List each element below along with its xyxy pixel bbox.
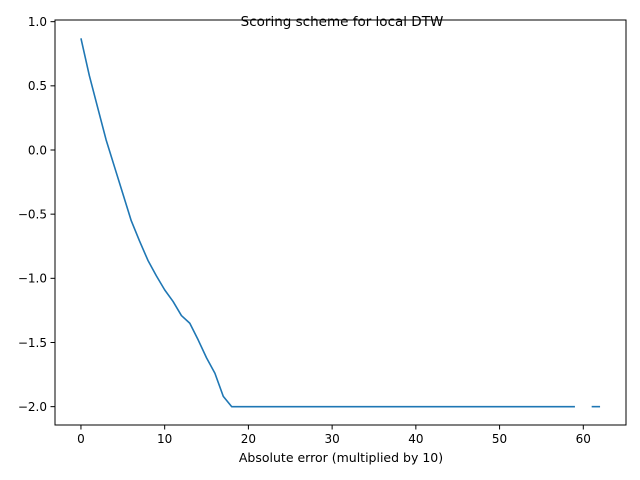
axes-frame xyxy=(54,19,627,426)
x-tick-label: 30 xyxy=(324,432,339,446)
x-tick-label: 40 xyxy=(408,432,423,446)
y-tick-label: −0.5 xyxy=(18,207,47,221)
x-tick-label: 60 xyxy=(576,432,591,446)
x-tick-label: 0 xyxy=(77,432,85,446)
y-tick-label: −1.5 xyxy=(18,336,47,350)
y-tick-label: 1.0 xyxy=(28,15,47,29)
y-tick-label: −2.0 xyxy=(18,400,47,414)
y-axis: −2.0 −1.5 −1.0 −0.5 0.0 0.5 1.0 xyxy=(18,15,55,414)
chart-title: Scoring scheme for local DTW xyxy=(241,14,444,30)
y-tick-label: 0.5 xyxy=(28,79,47,93)
y-tick-label: −1.0 xyxy=(18,272,47,286)
x-tick-label: 50 xyxy=(492,432,507,446)
plot-area xyxy=(80,38,601,408)
x-tick-label: 10 xyxy=(157,432,172,446)
series-line xyxy=(80,38,575,408)
x-axis: 0 10 20 30 40 50 60 xyxy=(77,425,591,446)
y-tick-label: 0.0 xyxy=(28,143,47,157)
x-tick-label: 20 xyxy=(241,432,256,446)
x-axis-label: Absolute error (multiplied by 10) xyxy=(239,450,443,465)
